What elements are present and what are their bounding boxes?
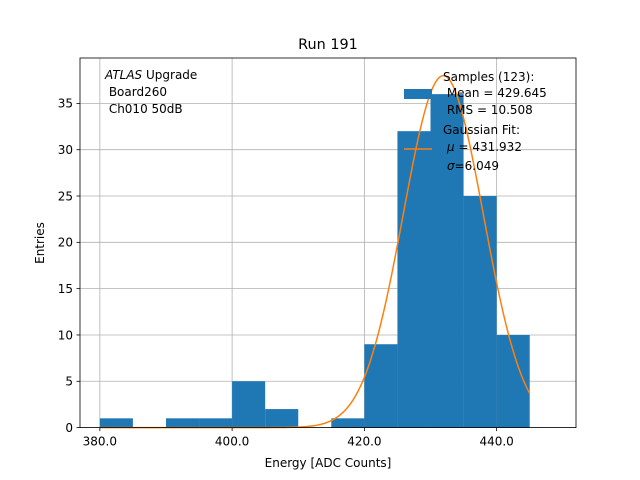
chart-title: Run 191 bbox=[298, 37, 358, 53]
y-tick-label-1: 5 bbox=[65, 375, 73, 389]
x-axis-label: Energy [ADC Counts] bbox=[265, 456, 392, 470]
y-axis-label: Entries bbox=[33, 222, 47, 264]
legend-samples-rms: RMS = 10.508 bbox=[443, 103, 533, 117]
x-tick-label-2: 420.0 bbox=[347, 435, 381, 449]
legend-sigma-value: =6.049 bbox=[455, 159, 499, 173]
x-tick-label-1: 400.0 bbox=[215, 435, 249, 449]
annotation-upgrade: Upgrade bbox=[142, 68, 197, 82]
annotation-line-2: Board260 bbox=[105, 85, 167, 99]
y-tick-label-0: 0 bbox=[65, 421, 73, 435]
plot-frame bbox=[79, 57, 577, 429]
histogram-bar-3 bbox=[199, 418, 233, 428]
histogram-bar-10 bbox=[430, 94, 464, 428]
x-axis-ticks: 380.0 400.0 420.0 440.0 bbox=[83, 427, 514, 449]
legend-fit-title: Gaussian Fit: bbox=[443, 123, 520, 137]
histogram-bars bbox=[99, 94, 530, 428]
atlas-annotation: ATLAS Upgrade Board260 Ch010 50dB bbox=[104, 68, 197, 116]
histogram-bar-8 bbox=[364, 344, 398, 428]
y-tick-label-6: 30 bbox=[58, 143, 73, 157]
histogram-bar-7 bbox=[331, 418, 365, 428]
y-tick-label-3: 15 bbox=[58, 282, 73, 296]
legend: Samples (123): Mean = 429.645 RMS = 10.5… bbox=[404, 70, 547, 173]
histogram-bar-9 bbox=[397, 131, 431, 428]
legend-fit-mu: μ = 431.932 bbox=[446, 140, 522, 154]
histogram-bar-11 bbox=[463, 196, 497, 428]
legend-bars-swatch bbox=[404, 89, 432, 99]
x-tick-label-3: 440.0 bbox=[479, 435, 513, 449]
annotation-line-3: Ch010 50dB bbox=[105, 102, 183, 116]
y-axis-ticks: 0 5 10 15 20 25 30 35 bbox=[58, 97, 80, 435]
y-tick-label-2: 10 bbox=[58, 328, 73, 342]
histogram-bar-0 bbox=[99, 418, 133, 428]
annotation-atlas: ATLAS bbox=[104, 68, 143, 82]
legend-mu-value: = 431.932 bbox=[455, 140, 522, 154]
annotation-line-1: ATLAS Upgrade bbox=[104, 68, 197, 82]
legend-samples-title: Samples (123): bbox=[443, 70, 534, 84]
y-tick-label-7: 35 bbox=[58, 97, 73, 111]
x-tick-label-0: 380.0 bbox=[83, 435, 117, 449]
legend-fit-sigma: σ=6.049 bbox=[447, 159, 499, 173]
histogram-bar-2 bbox=[165, 418, 200, 428]
legend-sigma-symbol: σ bbox=[447, 159, 455, 173]
histogram-bar-5 bbox=[265, 409, 299, 428]
y-tick-label-4: 20 bbox=[58, 236, 73, 250]
histogram-bar-4 bbox=[232, 381, 266, 428]
y-tick-label-5: 25 bbox=[58, 189, 73, 203]
legend-samples-mean: Mean = 429.645 bbox=[443, 86, 547, 100]
legend-mu-symbol: μ bbox=[446, 140, 455, 154]
